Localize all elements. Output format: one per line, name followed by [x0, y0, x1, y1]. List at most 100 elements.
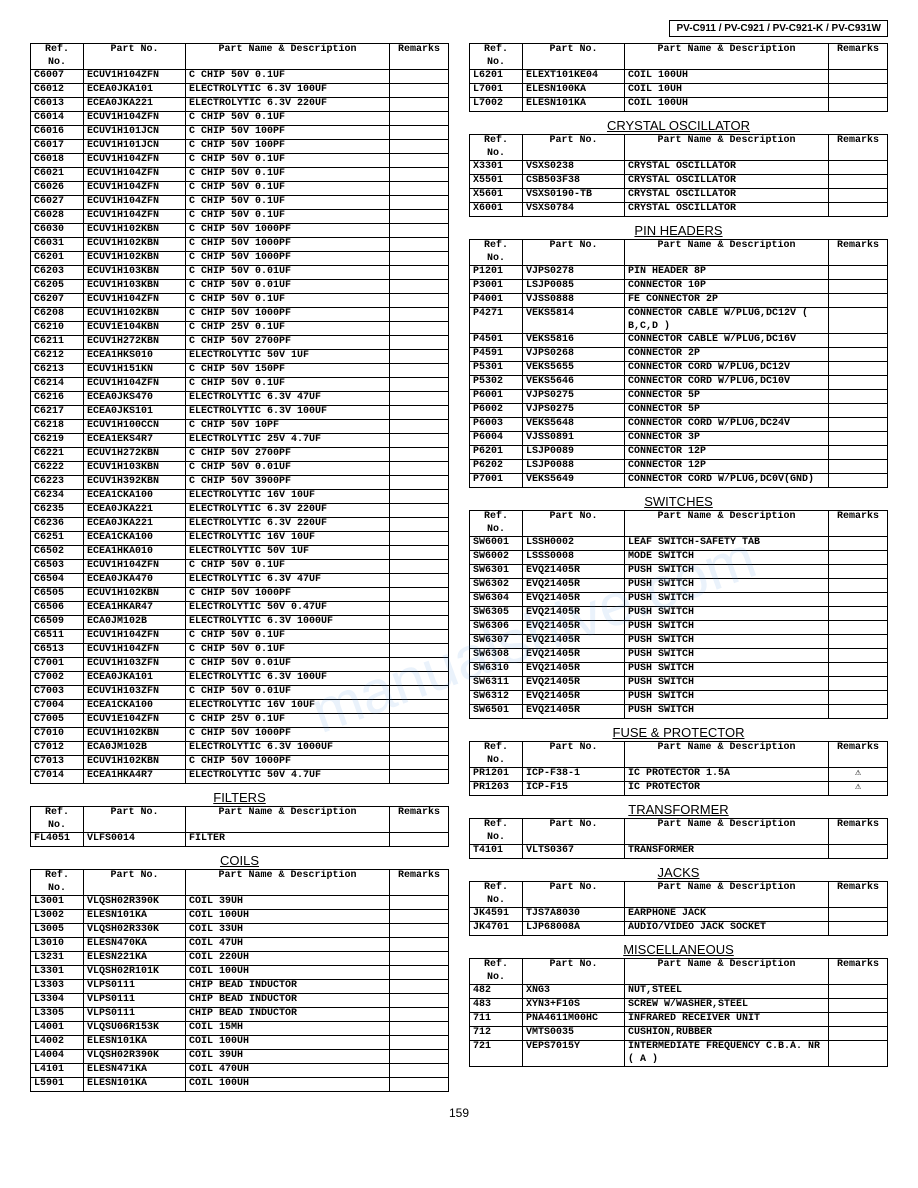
- table-row: L7001ELESN100KACOIL 10UH: [470, 84, 888, 98]
- table-cell: [829, 404, 888, 418]
- coils-left-table: Ref. No. Part No. Part Name & Descriptio…: [30, 869, 449, 1092]
- table-cell: SW6002: [470, 551, 523, 565]
- right-column: Ref. No. Part No. Part Name & Descriptio…: [469, 43, 888, 1067]
- table-cell: EVQ21405R: [523, 691, 625, 705]
- table-cell: C CHIP 50V 0.01UF: [186, 266, 390, 280]
- table-cell: C6221: [31, 448, 84, 462]
- table-cell: C6014: [31, 112, 84, 126]
- table-cell: VLFS0014: [84, 833, 186, 847]
- th-part: Part No.: [84, 44, 186, 70]
- table-cell: CRYSTAL OSCILLATOR: [625, 175, 829, 189]
- table-cell: XNG3: [523, 985, 625, 999]
- table-cell: ELESN101KA: [84, 1036, 186, 1050]
- table-cell: [390, 658, 449, 672]
- table-row: L7002ELESN101KACOIL 100UH: [470, 98, 888, 112]
- jacks-title: JACKS: [469, 865, 888, 880]
- table-cell: VJPS0275: [523, 404, 625, 418]
- table-row: C6223ECUV1H392KBNC CHIP 50V 3900PF: [31, 476, 449, 490]
- table-cell: ECEA0JKA221: [84, 98, 186, 112]
- table-cell: C CHIP 50V 1000PF: [186, 728, 390, 742]
- table-cell: [390, 490, 449, 504]
- table-cell: [829, 1041, 888, 1067]
- table-cell: ECUV1H104ZFN: [84, 630, 186, 644]
- table-cell: C6016: [31, 126, 84, 140]
- table-cell: [390, 588, 449, 602]
- table-cell: [390, 420, 449, 434]
- table-cell: C CHIP 50V 1000PF: [186, 252, 390, 266]
- table-cell: C6502: [31, 546, 84, 560]
- table-cell: TRANSFORMER: [625, 845, 829, 859]
- table-cell: EVQ21405R: [523, 677, 625, 691]
- th-desc: Part Name & Description: [186, 807, 390, 833]
- table-cell: [829, 607, 888, 621]
- th-part: Part No.: [523, 135, 625, 161]
- table-cell: C6028: [31, 210, 84, 224]
- table-cell: ELECTROLYTIC 16V 10UF: [186, 700, 390, 714]
- th-part: Part No.: [523, 511, 625, 537]
- table-cell: ELESN101KA: [84, 1078, 186, 1092]
- table-cell: CSB503F38: [523, 175, 625, 189]
- table-cell: ECUV1E104ZFN: [84, 714, 186, 728]
- table-cell: ELECTROLYTIC 50V 0.47UF: [186, 602, 390, 616]
- table-row: SW6501EVQ21405RPUSH SWITCH: [470, 705, 888, 719]
- table-cell: ELECTROLYTIC 6.3V 100UF: [186, 84, 390, 98]
- table-row: L3010ELESN470KACOIL 47UH: [31, 938, 449, 952]
- table-row: 483XYN3+F10SSCREW W/WASHER,STEEL: [470, 999, 888, 1013]
- table-row: P1201VJPS0278PIN HEADER 8P: [470, 266, 888, 280]
- table-cell: L3231: [31, 952, 84, 966]
- table-row: C6012ECEA0JKA101ELECTROLYTIC 6.3V 100UF: [31, 84, 449, 98]
- table-cell: [390, 602, 449, 616]
- table-cell: 721: [470, 1041, 523, 1067]
- table-cell: C CHIP 50V 2700PF: [186, 448, 390, 462]
- table-cell: C CHIP 50V 0.01UF: [186, 462, 390, 476]
- table-cell: [390, 672, 449, 686]
- th-desc: Part Name & Description: [625, 240, 829, 266]
- table-cell: L3303: [31, 980, 84, 994]
- table-row: C6216ECEA0JKS470ELECTROLYTIC 6.3V 47UF: [31, 392, 449, 406]
- table-cell: 711: [470, 1013, 523, 1027]
- table-cell: [829, 189, 888, 203]
- table-cell: PR1203: [470, 782, 523, 796]
- crystal-title: CRYSTAL OSCILLATOR: [469, 118, 888, 133]
- table-cell: [829, 98, 888, 112]
- table-row: C6504ECEA0JKA470ELECTROLYTIC 6.3V 47UF: [31, 574, 449, 588]
- table-cell: EVQ21405R: [523, 649, 625, 663]
- table-cell: VLTS0367: [523, 845, 625, 859]
- table-cell: [390, 532, 449, 546]
- switches-table: Ref. No. Part No. Part Name & Descriptio…: [469, 510, 888, 719]
- table-cell: C7013: [31, 756, 84, 770]
- table-cell: VSXS0190-TB: [523, 189, 625, 203]
- table-cell: C7010: [31, 728, 84, 742]
- table-row: L3001VLQSH02R390KCOIL 39UH: [31, 896, 449, 910]
- table-cell: [390, 448, 449, 462]
- table-cell: [390, 1050, 449, 1064]
- table-row: C6201ECUV1H102KBNC CHIP 50V 1000PF: [31, 252, 449, 266]
- table-cell: ECUV1H392KBN: [84, 476, 186, 490]
- table-cell: CHIP BEAD INDUCTOR: [186, 994, 390, 1008]
- table-row: C6235ECEA0JKA221ELECTROLYTIC 6.3V 220UF: [31, 504, 449, 518]
- table-cell: C6026: [31, 182, 84, 196]
- table-cell: COIL 100UH: [625, 70, 829, 84]
- table-cell: PR1201: [470, 768, 523, 782]
- table-cell: X6001: [470, 203, 523, 217]
- table-cell: ECUV1H102KBN: [84, 224, 186, 238]
- th-ref: Ref. No.: [31, 44, 84, 70]
- table-cell: CONNECTOR CORD W/PLUG,DC10V: [625, 376, 829, 390]
- table-cell: FE CONNECTOR 2P: [625, 294, 829, 308]
- table-row: C6213ECUV1H151KNC CHIP 50V 150PF: [31, 364, 449, 378]
- table-cell: [829, 705, 888, 719]
- table-cell: SCREW W/WASHER,STEEL: [625, 999, 829, 1013]
- table-row: PR1201ICP-F38-1IC PROTECTOR 1.5A⚠: [470, 768, 888, 782]
- table-cell: NUT,STEEL: [625, 985, 829, 999]
- table-cell: [390, 1078, 449, 1092]
- table-cell: [390, 182, 449, 196]
- table-cell: [390, 742, 449, 756]
- table-cell: P4591: [470, 348, 523, 362]
- table-row: C6021ECUV1H104ZFNC CHIP 50V 0.1UF: [31, 168, 449, 182]
- table-cell: ELESN470KA: [84, 938, 186, 952]
- table-cell: VEKS5655: [523, 362, 625, 376]
- table-cell: [829, 691, 888, 705]
- table-row: P4001VJSS0888FE CONNECTOR 2P: [470, 294, 888, 308]
- table-cell: TJS7A8030: [523, 908, 625, 922]
- table-cell: COIL 470UH: [186, 1064, 390, 1078]
